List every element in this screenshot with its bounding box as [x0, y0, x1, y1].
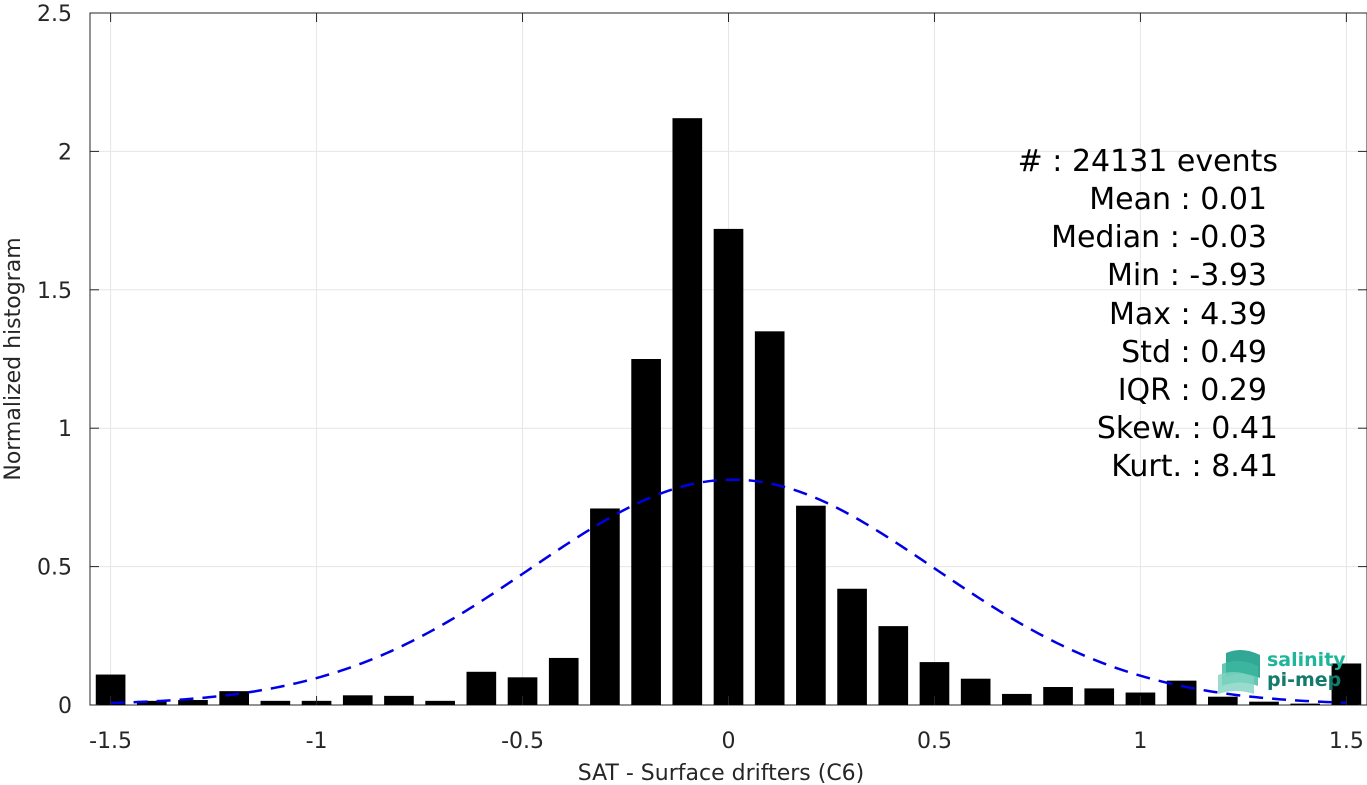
stat-min: Min : -3.93 — [1107, 258, 1267, 293]
gaussian-fit-curve — [110, 478, 1347, 705]
histogram-bar — [466, 671, 497, 705]
x-tick-label: -1.5 — [89, 729, 132, 754]
histogram-bar — [1290, 703, 1321, 705]
stat-std: Std : 0.49 — [1121, 335, 1267, 370]
x-tick-label: 1.5 — [1329, 729, 1364, 754]
histogram-bar — [384, 695, 414, 705]
salinity-pimep-logo: salinity pi-mep — [1218, 649, 1346, 694]
logo-waves-icon — [1218, 649, 1260, 694]
histogram-bar — [136, 700, 167, 705]
histogram-bar — [260, 700, 291, 705]
histogram-bar — [754, 331, 785, 705]
x-tick-label: -1 — [306, 729, 328, 754]
histogram-bar — [878, 626, 909, 705]
x-tick-label: 0 — [722, 729, 736, 754]
y-tick-label: 0.5 — [37, 556, 72, 581]
stat-events: # : 24131 events — [1018, 144, 1278, 179]
histogram-bar — [672, 118, 703, 705]
statistics-annotation: # : 24131 events Mean : 0.01 Median : -0… — [1018, 144, 1278, 484]
stat-iqr: IQR : 0.29 — [1118, 373, 1267, 408]
histogram-bar — [178, 700, 208, 705]
y-axis-label: Normalized histogram — [1, 237, 26, 480]
x-tick-label: -0.5 — [501, 729, 544, 754]
x-tick-label: 1 — [1133, 729, 1147, 754]
histogram-bar — [1002, 693, 1032, 705]
y-tick-label: 1.5 — [37, 279, 72, 304]
y-tick-label: 1 — [58, 417, 72, 442]
y-tick-label: 2.5 — [37, 2, 72, 27]
histogram-bar — [342, 695, 373, 705]
logo-text-salinity: salinity — [1267, 649, 1346, 671]
histogram-bar — [1043, 687, 1073, 705]
histogram-bar — [631, 359, 661, 705]
histogram-bar — [796, 505, 826, 705]
histogram-bar — [1207, 696, 1238, 705]
tick-labels: -1.5 -1 -0.5 0 0.5 1 1.5 0 0.5 1 1.5 2 2.5 — [37, 2, 1364, 754]
stat-skew: Skew. : 0.41 — [1097, 411, 1278, 446]
stat-mean: Mean : 0.01 — [1089, 182, 1267, 217]
histogram-bar — [837, 588, 867, 705]
y-tick-label: 2 — [58, 140, 72, 165]
logo-text-pimep: pi-mep — [1267, 669, 1341, 691]
histogram-bar — [1084, 688, 1115, 705]
axis-ticks — [90, 12, 1367, 706]
histogram-bars — [95, 118, 1362, 706]
stat-kurt: Kurt. : 8.41 — [1111, 449, 1278, 484]
y-tick-label: 0 — [58, 694, 72, 719]
histogram-bar — [1249, 701, 1279, 705]
histogram-bar — [425, 700, 455, 705]
histogram-bar — [713, 228, 744, 706]
stat-max: Max : 4.39 — [1109, 297, 1267, 332]
histogram-bar — [590, 508, 620, 705]
histogram-bar — [548, 657, 579, 705]
stat-median: Median : -0.03 — [1051, 220, 1267, 255]
histogram-bar — [960, 678, 991, 705]
x-tick-label: 0.5 — [917, 729, 952, 754]
x-axis-label: SAT - Surface drifters (C6) — [578, 761, 865, 785]
